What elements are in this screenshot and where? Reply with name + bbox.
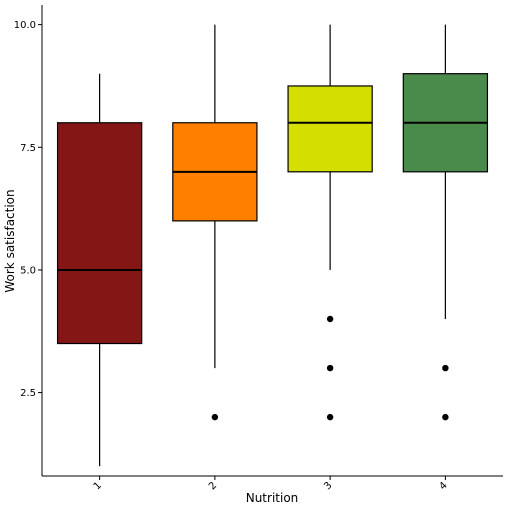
box-2 xyxy=(172,24,258,421)
x-axis-title: Nutrition xyxy=(246,491,299,505)
iqr-box xyxy=(287,85,373,173)
box-4 xyxy=(402,24,489,421)
outlier-point xyxy=(326,364,334,372)
y-tick-label: 7.5 xyxy=(20,143,36,154)
x-tick-label: 3 xyxy=(322,480,334,492)
plot-area: 2.5 5.0 7.5 10.0 1 2 3 4 xyxy=(14,5,503,492)
y-tick-label: 2.5 xyxy=(20,388,36,399)
x-tick-label: 1 xyxy=(92,480,104,492)
box-3 xyxy=(287,24,373,421)
iqr-box xyxy=(56,122,143,345)
x-tick-label: 4 xyxy=(437,480,449,492)
boxes-group xyxy=(56,24,489,467)
outlier-point xyxy=(326,413,334,421)
y-tick-label: 5.0 xyxy=(20,265,36,276)
x-axis-ticks: 1 2 3 4 xyxy=(92,476,450,492)
x-tick-label: 2 xyxy=(207,480,219,492)
y-axis-ticks: 2.5 5.0 7.5 10.0 xyxy=(14,20,42,399)
box-1 xyxy=(56,73,143,467)
y-tick-label: 10.0 xyxy=(14,20,36,31)
outlier-point xyxy=(326,315,334,323)
outlier-point xyxy=(442,413,449,421)
outlier-point xyxy=(442,364,449,372)
outlier-point xyxy=(211,413,219,421)
y-axis-title: Work satisfaction xyxy=(3,189,17,292)
